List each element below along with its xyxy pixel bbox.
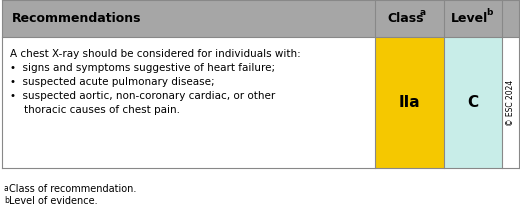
Bar (375, 37, 444, 168)
Text: © ESC 2024: © ESC 2024 (506, 79, 515, 126)
Text: IIa: IIa (399, 95, 420, 110)
Text: b: b (486, 8, 492, 17)
Text: thoracic causes of chest pain.: thoracic causes of chest pain. (24, 105, 180, 115)
Text: •  suspected aortic, non-coronary cardiac, or other: • suspected aortic, non-coronary cardiac… (10, 91, 275, 101)
Bar (2, 37, 375, 168)
Text: b: b (4, 196, 9, 205)
Text: •  signs and symptoms suggestive of heart failure;: • signs and symptoms suggestive of heart… (10, 63, 275, 73)
Text: A chest X-ray should be considered for individuals with:: A chest X-ray should be considered for i… (10, 49, 301, 59)
Text: Level: Level (450, 12, 488, 25)
Bar (444, 37, 502, 168)
Text: •  suspected acute pulmonary disease;: • suspected acute pulmonary disease; (10, 77, 215, 87)
Bar (502, 37, 519, 168)
Bar (2, 0, 519, 37)
Text: Class of recommendation.: Class of recommendation. (9, 184, 136, 194)
Text: a: a (4, 184, 9, 193)
Text: Class: Class (387, 12, 424, 25)
Text: C: C (467, 95, 478, 110)
Text: Recommendations: Recommendations (12, 12, 141, 25)
Text: Level of evidence.: Level of evidence. (9, 196, 98, 206)
Text: a: a (420, 8, 425, 17)
